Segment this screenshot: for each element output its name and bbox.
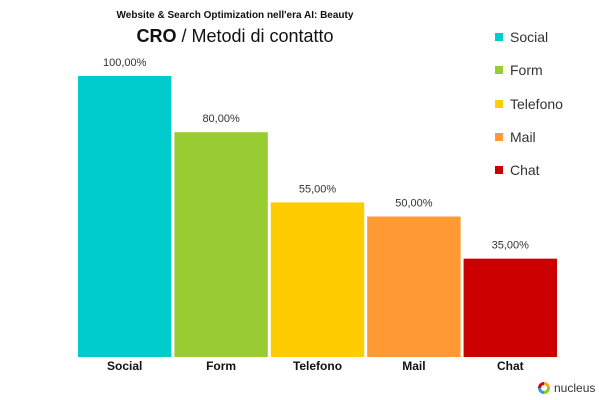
legend-swatch	[495, 99, 503, 108]
value-label-social: 100,00%	[103, 57, 147, 69]
legend-label: Telefono	[510, 95, 563, 112]
legend-item-mail: Mail	[495, 127, 595, 147]
legend-swatch	[495, 33, 503, 41]
legend-swatch	[495, 166, 503, 175]
bar-telefono	[270, 202, 365, 357]
x-tick-label-social: Social	[107, 359, 142, 373]
value-label-telefono: 55,00%	[299, 183, 337, 195]
logo-segment	[538, 382, 544, 388]
chart-supertitle: Website & Search Optimization nell'era A…	[116, 10, 354, 21]
value-label-form: 80,00%	[202, 113, 240, 125]
legend-label: Form	[510, 62, 543, 79]
legend-swatch	[495, 132, 503, 141]
x-tick-label-chat: Chat	[497, 359, 524, 373]
legend-item-telefono: Telefono	[495, 94, 595, 114]
legend-item-chat: Chat	[495, 160, 595, 180]
nucleus-logo-icon	[538, 382, 550, 394]
logo-segment	[538, 388, 544, 394]
legend-item-form: Form	[495, 60, 595, 80]
x-tick-label-form: Form	[206, 359, 236, 373]
logo-segment	[544, 382, 550, 388]
legend-item-social: Social	[495, 27, 595, 47]
brand-logo: nucleus	[537, 381, 595, 395]
x-tick-label-mail: Mail	[402, 359, 425, 373]
legend-label: Social	[510, 29, 549, 45]
bar-form	[174, 132, 268, 357]
legend-swatch	[495, 66, 503, 75]
brand-label: nucleus	[554, 381, 596, 395]
value-label-mail: 50,00%	[395, 198, 433, 210]
x-tick-label-telefono: Telefono	[293, 359, 342, 373]
legend-label: Mail	[510, 128, 536, 145]
chart-title-rest: / Metodi di contatto	[176, 26, 334, 46]
logo-segment	[544, 388, 550, 394]
value-label-chat: 35,00%	[492, 240, 530, 252]
bar-mail	[367, 216, 461, 357]
chart-title: CRO / Metodi di contatto	[0, 26, 470, 47]
chart-legend: Social Form Telefono Mail Chat	[495, 27, 595, 193]
legend-label: Chat	[510, 162, 540, 179]
bar-social	[78, 76, 172, 357]
bar-chat	[463, 258, 557, 357]
chart-title-strong: CRO	[136, 26, 177, 46]
